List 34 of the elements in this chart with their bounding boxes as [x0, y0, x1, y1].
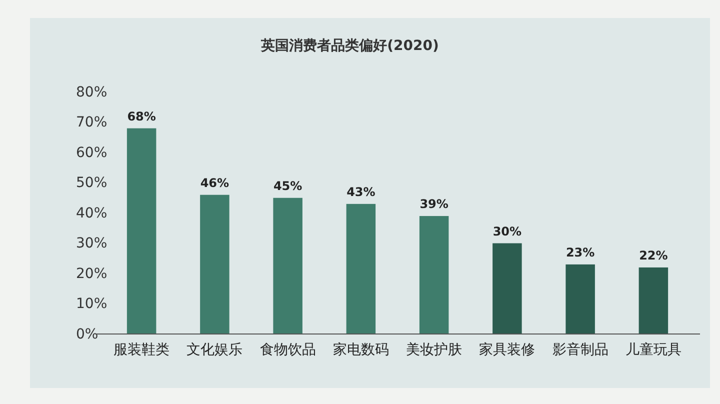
bar: [200, 194, 230, 334]
data-label: 23%: [566, 245, 595, 260]
data-label: 68%: [127, 109, 156, 124]
bar: [346, 204, 376, 334]
y-tick-label: 70%: [76, 114, 108, 131]
bar: [566, 264, 595, 334]
x-tick-label: 文化娱乐: [186, 342, 243, 358]
x-tick-label: 影音制品: [552, 342, 608, 358]
x-tick-label: 食物饮品: [260, 342, 316, 358]
bar: [126, 128, 156, 334]
data-label: 22%: [639, 248, 668, 262]
data-label: 45%: [273, 178, 302, 193]
x-tick-label: 儿童玩具: [625, 342, 682, 358]
data-label: 39%: [420, 197, 448, 212]
y-tick-label: 20%: [76, 266, 108, 282]
bar: [492, 243, 522, 334]
x-tick-label: 家具装修: [479, 342, 536, 358]
y-tick-label: 80%: [76, 84, 108, 100]
data-label: 46%: [200, 176, 230, 190]
data-label: 43%: [346, 184, 376, 199]
y-tick-label: 0%: [76, 326, 98, 342]
x-tick-label: 美妆护肤: [406, 342, 462, 358]
y-tick-label: 40%: [76, 205, 108, 222]
bar: [273, 198, 302, 334]
bar: [419, 216, 449, 334]
bar: [638, 267, 668, 334]
x-tick-label: 家电数码: [332, 342, 389, 358]
y-tick-label: 60%: [76, 144, 108, 161]
y-tick-label: 50%: [76, 175, 108, 192]
x-tick-label: 服装鞋类: [114, 342, 170, 358]
data-label: 30%: [492, 224, 522, 238]
chart-title: 英国消费者品类偏好(2020): [260, 38, 439, 54]
y-tick-label: 30%: [76, 236, 108, 252]
y-tick-label: 10%: [76, 296, 108, 312]
